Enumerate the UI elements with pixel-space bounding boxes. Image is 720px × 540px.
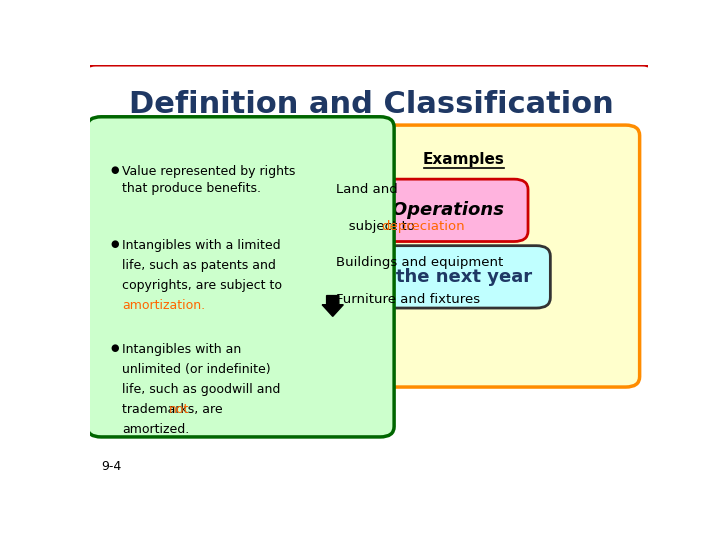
FancyBboxPatch shape xyxy=(199,179,528,241)
Text: unlimited (or indefinite): unlimited (or indefinite) xyxy=(122,363,271,376)
Text: ●: ● xyxy=(110,343,119,353)
Text: life, such as goodwill and: life, such as goodwill and xyxy=(122,383,281,396)
Text: Intangibles with a limited: Intangibles with a limited xyxy=(122,239,281,252)
FancyBboxPatch shape xyxy=(288,246,550,308)
Text: Value represented by rights
that produce benefits.: Value represented by rights that produce… xyxy=(122,165,296,195)
Text: Buildings and equipment: Buildings and equipment xyxy=(336,256,503,269)
Text: ...within the next year: ...within the next year xyxy=(306,268,532,286)
FancyBboxPatch shape xyxy=(288,125,639,387)
Text: depreciation: depreciation xyxy=(381,220,464,233)
FancyBboxPatch shape xyxy=(87,117,394,437)
Text: Examples: Examples xyxy=(423,152,505,167)
Text: amortized.: amortized. xyxy=(122,423,189,436)
FancyArrow shape xyxy=(322,295,343,316)
FancyBboxPatch shape xyxy=(84,65,654,485)
Text: Actively Used in Operations: Actively Used in Operations xyxy=(223,201,504,219)
Text: Intangibles with an: Intangibles with an xyxy=(122,343,242,356)
Text: Furniture and fixtures: Furniture and fixtures xyxy=(336,293,480,306)
Text: 9-4: 9-4 xyxy=(101,460,122,473)
Text: not: not xyxy=(168,403,189,416)
Text: copyrights, are subject to: copyrights, are subject to xyxy=(122,279,282,292)
Text: Land and: Land and xyxy=(336,183,397,196)
Text: subject to: subject to xyxy=(336,220,418,233)
Text: ●: ● xyxy=(110,239,119,249)
Text: Definition and Classification: Definition and Classification xyxy=(129,90,614,119)
Text: amortization.: amortization. xyxy=(122,299,205,312)
Text: life, such as patents and: life, such as patents and xyxy=(122,259,276,272)
Text: ●: ● xyxy=(110,165,119,174)
Text: trademarks, are: trademarks, are xyxy=(122,403,227,416)
